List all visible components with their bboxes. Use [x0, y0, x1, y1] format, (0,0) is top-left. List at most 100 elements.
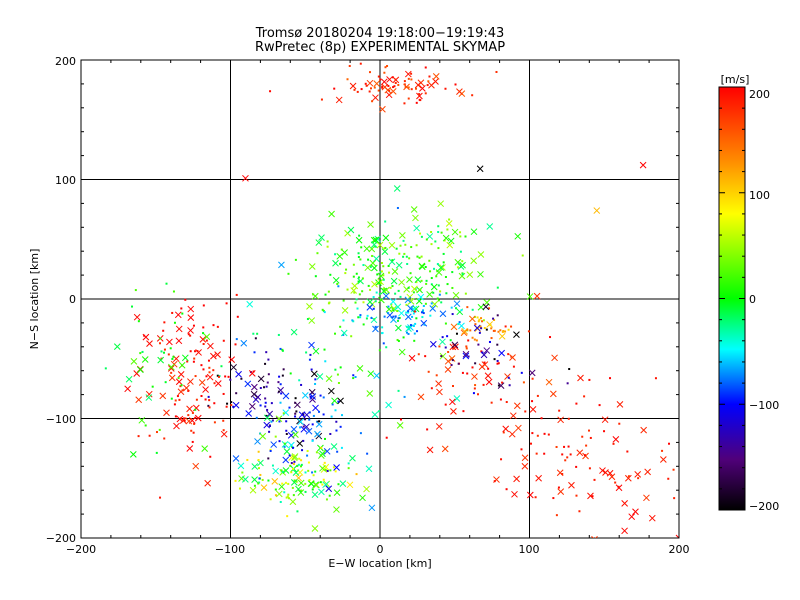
data-point-dot	[216, 325, 219, 328]
data-point-cross	[453, 300, 461, 308]
data-point-dot	[387, 305, 390, 308]
data-point-dot	[308, 418, 311, 421]
data-point-dot	[354, 301, 357, 304]
data-point-dot	[382, 342, 385, 345]
data-point-dot	[281, 349, 284, 352]
data-point-dot	[626, 450, 629, 453]
data-point-cross	[411, 285, 418, 293]
data-point-dot	[449, 339, 452, 342]
data-point-dot	[354, 376, 357, 379]
data-point-cross	[511, 490, 518, 498]
data-point-cross	[407, 304, 414, 312]
data-point-dot	[155, 451, 158, 454]
data-point-dot	[452, 347, 455, 350]
data-point-dot	[189, 334, 192, 337]
data-point-cross	[337, 397, 344, 405]
data-point-dot	[287, 482, 290, 485]
data-point-dot	[285, 496, 288, 499]
data-point-dot	[524, 410, 527, 413]
data-point-dot	[359, 314, 362, 317]
data-point-dot	[504, 325, 507, 328]
data-point-cross	[577, 374, 584, 382]
data-point-cross	[186, 445, 194, 452]
data-point-dot	[278, 420, 281, 423]
data-point-cross	[365, 465, 373, 473]
data-point-dot	[356, 90, 359, 93]
data-point-dot	[205, 375, 208, 378]
data-point-dot	[195, 398, 198, 401]
data-point-dot	[413, 332, 416, 335]
data-point-cross	[282, 409, 290, 416]
data-point-dot	[378, 292, 381, 295]
data-point-dot	[465, 345, 468, 348]
data-point-dot	[618, 422, 621, 425]
data-point-dot	[426, 428, 429, 431]
data-point-dot	[173, 403, 176, 406]
data-point-dot	[227, 375, 230, 378]
data-point-dot	[236, 315, 239, 318]
data-point-cross	[305, 427, 313, 435]
data-point-dot	[266, 381, 269, 384]
data-point-dot	[427, 80, 430, 83]
data-point-dot	[568, 368, 571, 371]
data-point-dot	[407, 77, 410, 80]
data-point-cross	[327, 387, 335, 395]
data-point-dot	[389, 286, 392, 289]
data-point-cross	[471, 373, 478, 380]
data-point-cross	[248, 370, 256, 377]
data-point-cross	[311, 525, 319, 532]
data-point-dot	[566, 382, 569, 385]
data-point-dot	[290, 462, 293, 465]
data-point-dot	[259, 473, 262, 476]
data-point-dot	[259, 387, 262, 390]
data-point-cross	[394, 303, 402, 311]
data-point-cross	[341, 307, 349, 314]
data-point-cross	[576, 449, 584, 457]
data-point-dot	[614, 481, 617, 484]
data-point-dot	[425, 282, 428, 285]
data-point-dot	[384, 220, 387, 223]
data-point-cross	[146, 340, 153, 348]
data-point-cross	[639, 161, 647, 169]
data-point-dot	[361, 277, 364, 280]
data-point-dot	[378, 410, 381, 413]
data-point-dot	[302, 425, 305, 428]
data-point-cross	[204, 479, 212, 487]
data-point-dot	[170, 397, 173, 400]
data-point-cross	[462, 350, 470, 358]
data-point-cross	[484, 372, 492, 380]
data-point-dot	[325, 498, 328, 501]
data-point-dot	[422, 309, 425, 312]
data-point-dot	[521, 254, 524, 257]
data-point-dot	[190, 429, 193, 432]
data-point-cross	[347, 226, 355, 234]
data-point-cross	[359, 494, 366, 502]
data-point-dot	[304, 490, 307, 493]
data-point-dot	[216, 374, 219, 377]
data-point-dot	[324, 293, 327, 296]
data-point-cross	[228, 356, 236, 363]
data-point-dot	[358, 234, 361, 237]
data-point-dot	[208, 406, 211, 409]
data-point-dot	[162, 329, 165, 332]
data-point-dot	[534, 496, 537, 499]
data-point-dot	[319, 394, 322, 397]
data-point-dot	[437, 299, 440, 302]
data-point-dot	[302, 414, 305, 417]
data-point-dot	[104, 367, 107, 370]
data-point-cross	[297, 489, 305, 496]
data-point-dot	[444, 275, 447, 278]
data-point-cross	[557, 488, 565, 495]
data-point-dot	[673, 497, 676, 500]
data-point-dot	[319, 481, 322, 484]
data-point-cross	[431, 300, 439, 308]
data-point-dot	[324, 468, 327, 471]
data-point-cross	[441, 445, 449, 453]
data-point-cross	[246, 300, 254, 308]
data-point-dot	[405, 331, 408, 334]
data-point-dot	[280, 469, 283, 472]
data-point-dot	[386, 64, 389, 67]
data-point-cross	[372, 236, 380, 244]
data-point-cross	[283, 448, 291, 455]
colorbar-tick-label: 200	[749, 88, 770, 101]
